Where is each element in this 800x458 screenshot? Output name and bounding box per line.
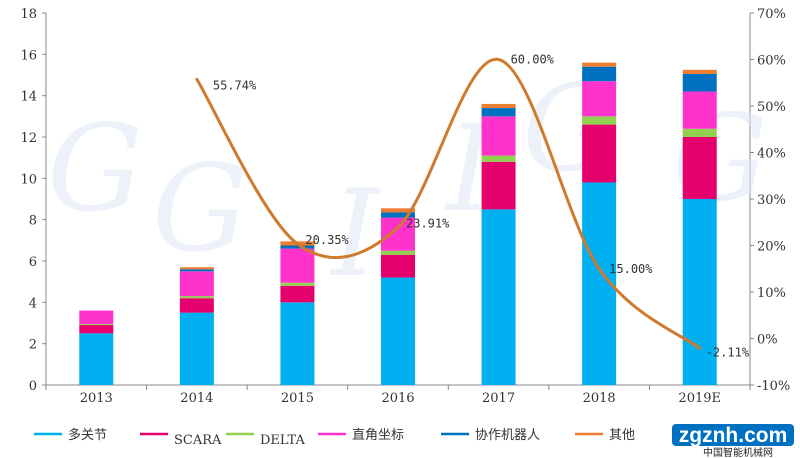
bar-segment — [582, 62, 617, 67]
bar-segment — [280, 285, 315, 303]
y-left-tick-label: 14 — [20, 90, 37, 105]
legend-label: SCARA — [174, 433, 222, 448]
bar-segment — [179, 267, 214, 270]
y-right-tick-label: 70% — [757, 7, 786, 22]
bar-segment — [682, 199, 717, 385]
y-right-tick-label: -10% — [757, 379, 790, 394]
bar-segment — [481, 103, 516, 109]
bar-segment — [481, 108, 516, 117]
bar-segment — [381, 254, 415, 278]
bar-segment — [381, 250, 415, 255]
y-left-tick-label: 18 — [20, 7, 37, 22]
growth-data-label: 55.74% — [213, 78, 257, 92]
x-tick-label: 2017 — [482, 391, 515, 406]
bar-segment — [79, 325, 114, 334]
y-left-tick-label: 8 — [29, 214, 37, 229]
site-watermark-subtext: 中国智能机械网 — [703, 446, 773, 458]
bar-segment — [381, 212, 415, 218]
site-watermark-text: zgznh.com — [679, 424, 788, 447]
y-left-tick-label: 10 — [20, 172, 37, 187]
bar-segment — [582, 124, 617, 183]
bar-segment — [179, 269, 214, 272]
y-right-tick-label: 0% — [757, 333, 778, 348]
y-right-tick-label: 20% — [757, 240, 786, 255]
y-left-tick-label: 4 — [29, 296, 37, 311]
legend-label: DELTA — [260, 433, 305, 448]
x-tick-label: 2016 — [381, 391, 414, 406]
growth-line — [195, 57, 702, 350]
bar-segment — [179, 298, 214, 313]
y-right-tick-label: 50% — [757, 100, 786, 115]
bar-segment — [79, 310, 114, 325]
bar-segment — [179, 271, 214, 297]
growth-data-label: -2.11% — [706, 345, 750, 359]
watermark-letter: G — [152, 140, 248, 279]
bar-segment — [481, 209, 516, 385]
y-left-tick-label: 16 — [20, 48, 37, 63]
growth-data-label: 23.91% — [406, 216, 450, 230]
legend-label: 直角坐标 — [352, 428, 404, 443]
y-left-tick-label: 0 — [29, 379, 37, 394]
bar-segment — [381, 208, 415, 213]
y-right-tick-label: 10% — [757, 286, 786, 301]
bar-segment — [481, 161, 516, 210]
x-tick-label: 2014 — [180, 391, 213, 406]
bar-segment — [682, 137, 717, 199]
legend-label: 多关节 — [68, 427, 107, 443]
bar-segment — [682, 69, 717, 74]
bar-segment — [280, 248, 315, 283]
bar-segment — [582, 81, 617, 117]
y-right-tick-label: 30% — [757, 193, 786, 208]
bar-segment — [280, 302, 315, 385]
growth-data-label: 15.00% — [609, 262, 653, 276]
growth-data-label: 20.35% — [305, 233, 349, 247]
bar-segment — [682, 73, 717, 92]
bar-segment — [682, 91, 717, 129]
y-left-tick-label: 6 — [29, 255, 37, 270]
y-left-tick-label: 2 — [29, 338, 37, 353]
bar-segment — [79, 333, 114, 385]
bar-segment — [280, 282, 315, 286]
site-watermark: zgznh.com 中国智能机械网 — [672, 424, 794, 458]
bar-segment — [481, 116, 516, 156]
bar-segment — [79, 324, 114, 326]
y-right-tick-label: 40% — [757, 147, 786, 162]
watermark-letter: G — [47, 100, 143, 239]
growth-data-label: 60.00% — [511, 53, 555, 67]
bar-segment — [682, 128, 717, 137]
y-left-tick-label: 12 — [20, 131, 37, 146]
legend-label: 协作机器人 — [475, 428, 540, 443]
watermark-letter: I — [329, 165, 381, 304]
bar-segment — [179, 296, 214, 299]
bar-segment — [582, 116, 617, 125]
legend-label: 其他 — [609, 428, 635, 443]
bar-segment — [381, 277, 415, 385]
x-tick-label: 2013 — [80, 391, 113, 406]
x-tick-label: 2015 — [281, 391, 314, 406]
y-right-tick-label: 60% — [757, 54, 786, 69]
site-watermark-bg — [672, 424, 794, 446]
bar-segment — [179, 312, 214, 385]
x-tick-label: 2018 — [583, 391, 616, 406]
bar-segment — [280, 245, 315, 249]
bar-segment — [481, 155, 516, 162]
bar-segment — [381, 217, 415, 251]
x-tick-label: 2019E — [678, 391, 721, 406]
bar-segment — [582, 66, 617, 82]
